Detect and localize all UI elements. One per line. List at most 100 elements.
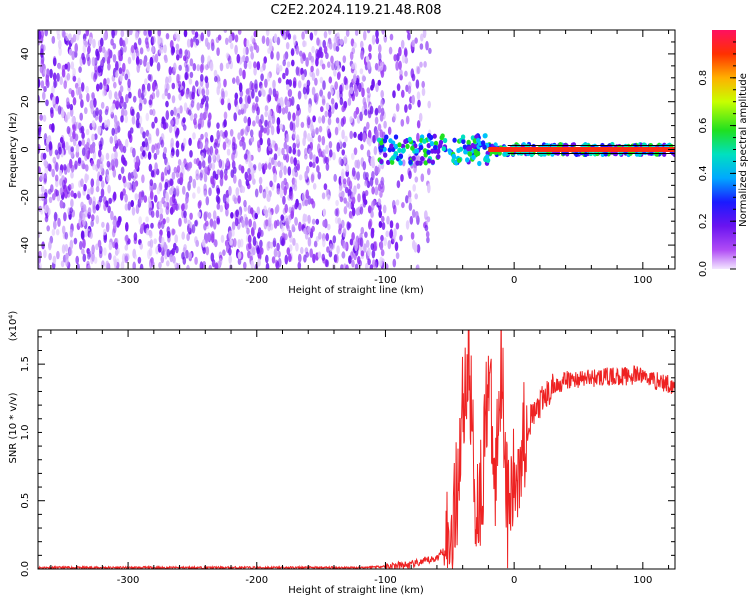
spectrogram-cell [318,148,322,158]
spectrogram-cell [234,217,239,227]
spectrogram-cell [239,57,243,64]
spectrogram-cell [270,51,274,60]
spectrogram-cell [91,133,95,142]
snr-multiplier: (x10⁴) [8,311,19,342]
spectrogram-cell [69,239,74,250]
spectrogram-cell [344,135,348,143]
spectrogram-cell [335,117,340,124]
spectrogram-cell [189,58,194,67]
spectrogram-cell [307,237,312,247]
spectrogram-cell [189,38,194,48]
spectrogram-cell [438,139,444,145]
spectrogram-cell [65,256,69,267]
spectrogram-cell [396,83,401,92]
spectrogram-cell [392,199,396,210]
spectrogram-cell [124,115,128,124]
spectrogram-cell [314,77,318,86]
spectrogram-cell [265,262,270,269]
spectrogram-cell [68,33,72,40]
spectrogram-cell [298,202,302,211]
spectrogram-cell [110,38,114,46]
spectrogram-cell [162,218,166,225]
spectrogram-cell [62,31,66,38]
spectrogram-cell [451,153,456,159]
spectrogram-cell [46,68,50,76]
spectrogram-cell [349,86,354,95]
spectrogram-cell [199,172,203,181]
spectrogram-cell [87,264,91,269]
spectrogram-cell [389,220,394,229]
spectrogram-cell [134,30,139,41]
spectrogram-cell [330,84,334,92]
spectrogram-cell [426,216,431,223]
spectrogram-cell [423,210,428,218]
spectrogram-cell [94,133,98,140]
spectrogram-cell [73,192,77,199]
spectrogram-cell [336,37,341,46]
spectrogram-cell [188,175,193,183]
spectrogram-cell [337,217,342,226]
spectrogram-cell [59,136,64,144]
spectrogram-cell [295,242,299,252]
spectrogram-cell [375,30,379,39]
spectrogram-cell [224,168,228,176]
spectrogram-cell [423,160,428,166]
spectrogram-cell [298,221,302,232]
spectrogram-cell [367,61,371,70]
spectrogram-cell [374,186,379,196]
spectrogram-cell [316,37,320,46]
spectrogram-cell [322,219,326,228]
spectrogram-cell [103,234,107,244]
spectrogram-cell [166,248,171,258]
spectrogram-cell [172,255,176,264]
spectrogram-cell [80,99,84,109]
spectrogram-cell [228,247,232,256]
spectrogram-cell [257,227,262,237]
spectrogram-cell [134,161,139,170]
spectrogram-cell [292,142,297,150]
spectrogram-cell [271,139,275,149]
spectrogram-cell [178,48,183,59]
spectrogram-cell [220,88,225,98]
spectrogram-cell [238,67,243,77]
spectrogram-cell [173,62,177,72]
spectrogram-cell [307,132,311,142]
spectrogram-cell [348,255,352,264]
spectrogram-cell [199,261,204,269]
colorbar: 0.0 0.2 0.4 0.6 0.8 Normalized spectral ampl… [698,30,749,277]
spectrogram-cell [149,230,153,239]
spectrogram-cell [212,210,217,220]
spectrogram-cell [89,99,94,110]
spectrogram-cell [341,149,346,156]
spectrogram-cell [79,112,83,121]
spectrogram-cell [225,197,230,204]
spectrogram-cell [233,112,237,122]
spectrogram-cell [298,253,302,263]
spectrogram-cell [228,230,232,240]
spectrogram-cell [56,30,60,36]
spectrogram-cell [109,136,114,144]
spectrogram-cell [236,78,240,86]
spectrogram-cell [414,193,419,200]
spectrogram-cell [124,138,129,148]
spectrogram-cell [164,244,168,252]
spectrogram-cell [57,62,62,70]
spectrogram-cell [200,133,204,140]
spectrogram-cell [268,109,272,118]
spectrogram-cell [186,233,190,242]
spectrogram-cell [365,55,370,63]
spectrogram-cell [71,89,75,98]
spectrogram-cell [196,64,201,72]
spectrogram-cell [529,151,534,158]
spectrogram-cell [382,138,388,144]
spectrogram-cell [313,30,318,36]
spectrogram-cell [78,66,82,73]
spectrogram-cell [247,153,252,163]
spectrogram-cell [43,159,48,168]
spectrogram-cell [353,147,358,156]
spectrogram-cell [178,64,182,71]
spectrogram-cell [116,121,120,128]
spectrogram-cell [353,131,357,138]
spectrogram-cell [311,45,315,54]
spectrogram-cell [292,34,297,41]
